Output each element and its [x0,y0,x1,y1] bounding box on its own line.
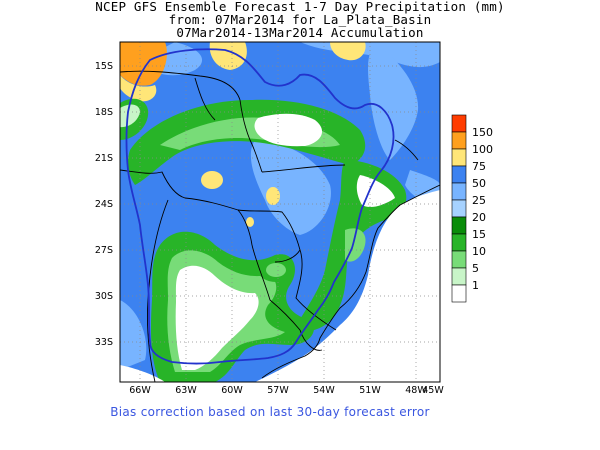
bias-correction-note: Bias correction based on last 30-day for… [110,405,430,419]
precip-area-yellow [330,42,366,61]
precip-area-white-south [175,265,259,370]
legend-swatch [451,199,467,218]
border-line [394,139,419,161]
border-line [120,70,263,173]
graticule [120,42,440,382]
legend-swatch [451,216,467,235]
lat-label: 21S [95,153,113,164]
lon-label: 63W [175,385,197,396]
lat-label: 33S [95,337,113,348]
legend-label: 100 [472,143,493,156]
map-title: NCEP GFS Ensemble Forecast 1-7 Day Preci… [95,0,505,14]
legend-swatch [451,267,467,286]
precip-area-light-blue [367,45,419,160]
legend-label: 50 [472,177,486,190]
border-line [295,249,337,331]
border-line [120,169,253,246]
map-frame [119,41,441,383]
precip-area-yellow [246,217,254,227]
precip-area-yellow [201,171,223,189]
precip-area-yellow [266,187,280,205]
lon-label: 60W [221,385,243,396]
coastline [261,184,440,379]
legend-label: 75 [472,160,486,173]
lon-label: 54W [313,385,335,396]
la-plata-basin-outline [125,48,395,365]
lat-label: 24S [95,199,113,210]
legend-label: 5 [472,262,479,275]
map-subtitle-accumulation-period: 07Mar2014-13Mar2014 Accumulation [176,25,424,40]
precip-area-yellow [120,75,157,102]
lat-label: 18S [95,107,113,118]
legend-swatch [451,284,467,303]
legend-label: 150 [472,126,493,139]
lat-label: 15S [95,61,113,72]
lat-label: 27S [95,245,113,256]
legend-swatch [451,114,467,133]
lat-label: 30S [95,291,113,302]
lon-label: 66W [129,385,151,396]
legend-swatch [451,233,467,252]
longitude-labels: 66W 63W 60W 57W 54W 51W 48W 45W [129,385,444,396]
legend-label: 20 [472,211,486,224]
border-line [237,209,301,263]
legend-swatch [451,148,467,167]
precipitation-color-legend: 150 100 75 50 25 20 15 10 5 1 [451,114,493,303]
legend-label: 25 [472,194,486,207]
precip-area-light-green [266,263,286,277]
precip-area-white-18s [254,113,323,147]
lon-label: 48W [405,385,427,396]
map-subtitle-forecast-date: from: 07Mar2014 for La_Plata_Basin [168,12,432,27]
precip-area-orange [120,42,167,86]
legend-swatch [451,131,467,150]
precipitation-field [120,42,440,382]
latitude-labels: 15S 18S 21S 24S 27S 30S 33S [95,61,113,348]
precip-area-pale-green [120,104,140,128]
lon-label: 57W [267,385,289,396]
border-line [261,164,346,173]
precip-area-light-blue [120,300,147,370]
legend-swatch [451,250,467,269]
lon-label: 51W [359,385,381,396]
legend-label: 15 [472,228,486,241]
lon-label: 45W [422,385,444,396]
legend-label: 1 [472,279,479,292]
legend-label: 10 [472,245,486,258]
legend-swatch [451,182,467,201]
ocean-area [255,190,440,382]
border-line [194,77,216,121]
legend-swatch [451,165,467,184]
border-line [251,244,301,331]
